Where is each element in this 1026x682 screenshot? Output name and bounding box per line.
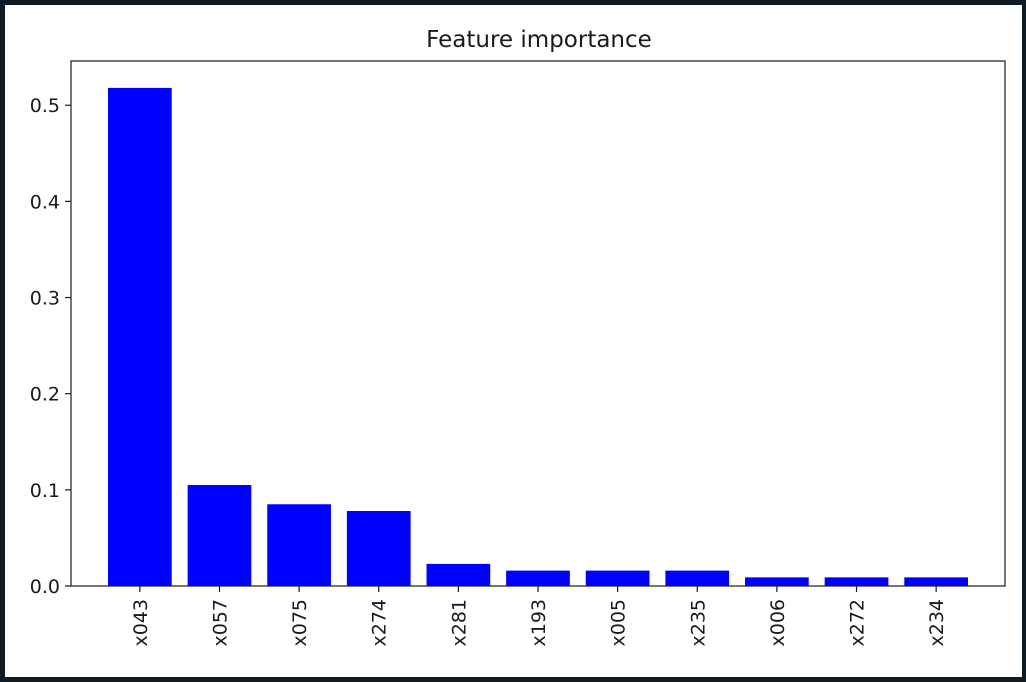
y-tick-label-0.1: 0.1 [30, 480, 60, 502]
y-tick-label-0.0: 0.0 [30, 576, 60, 598]
x-tick-label-x234: x234 [926, 599, 948, 647]
chart-frame: Feature importance 0.0 0.1 0.2 0.3 0.4 0.5 x0… [5, 5, 1022, 677]
bar-chart: Feature importance 0.0 0.1 0.2 0.3 0.4 0.5 x0… [30, 27, 1006, 647]
y-tick-label-0.3: 0.3 [30, 288, 60, 310]
bar-x193 [506, 570, 570, 586]
x-tick-label-x274: x274 [369, 599, 391, 647]
bar-x075 [267, 504, 331, 586]
x-tick-label-x006: x006 [767, 599, 789, 647]
x-tick-label-x057: x057 [209, 599, 231, 647]
x-tick-label-x005: x005 [608, 599, 630, 647]
bar-x281 [426, 563, 491, 586]
bar-x234 [904, 577, 968, 586]
x-tick-label-x272: x272 [847, 599, 869, 647]
y-tick-label-0.4: 0.4 [30, 191, 60, 213]
x-tick-label-x235: x235 [687, 599, 709, 647]
bar-x057 [187, 485, 252, 586]
x-tick-label-x193: x193 [528, 599, 550, 647]
bar-x272 [824, 577, 889, 586]
y-tick-label-0.5: 0.5 [30, 95, 60, 117]
x-tick-label-x043: x043 [130, 599, 152, 647]
bar-x274 [346, 511, 411, 586]
bar-x235 [665, 570, 730, 586]
bar-x006 [745, 577, 809, 586]
bar-x005 [585, 570, 650, 586]
x-tick-label-x075: x075 [289, 599, 311, 647]
x-tick-label-x281: x281 [448, 599, 470, 647]
chart-title: Feature importance [426, 27, 652, 53]
plot-area [70, 60, 1006, 587]
y-tick-label-0.2: 0.2 [30, 384, 60, 406]
bar-x043 [108, 87, 172, 587]
